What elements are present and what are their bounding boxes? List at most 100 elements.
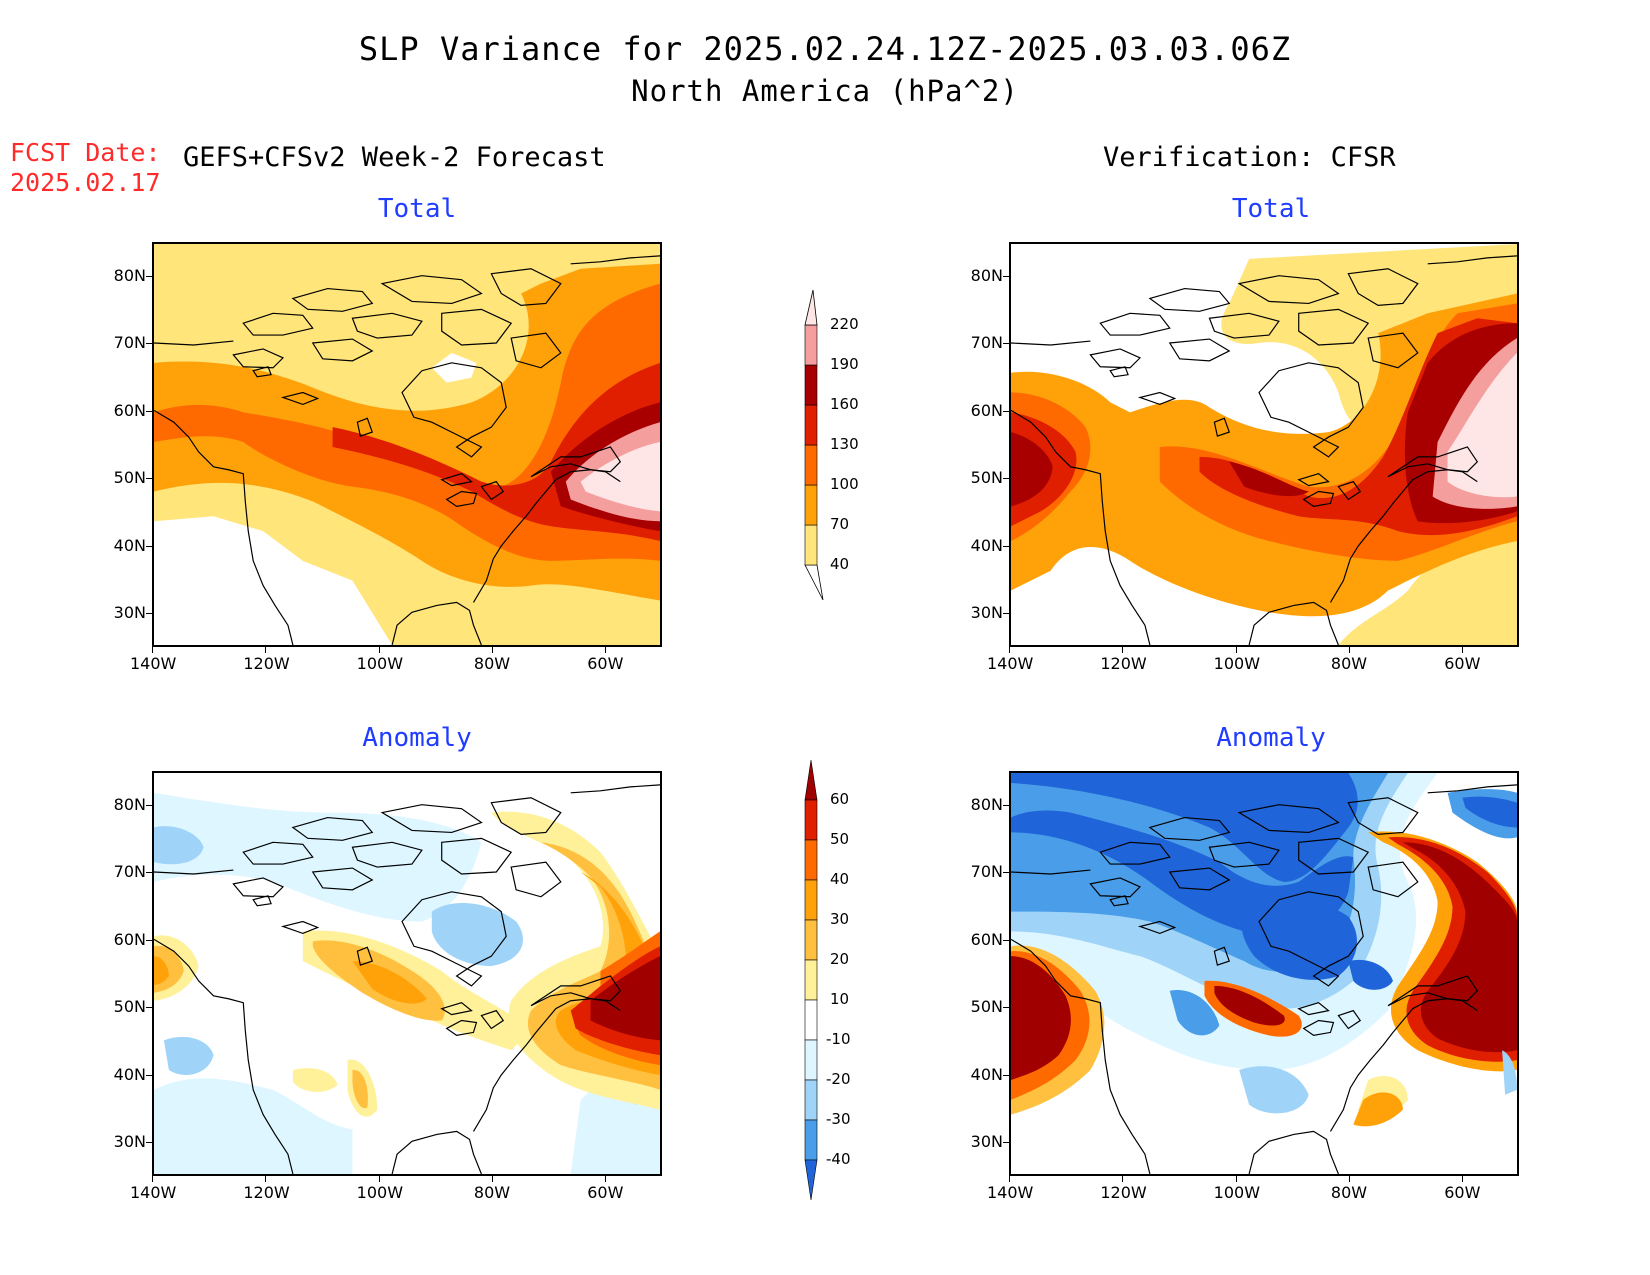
lat-tick-label: 30N [113,1132,146,1152]
lon-tick-mark [265,647,267,653]
lat-tick-mark [1003,872,1009,874]
colorbar-total-swatch [804,324,818,366]
lon-tick-mark [152,647,153,653]
colorbar-anom-swatch [804,1039,818,1081]
colorbar-anom-label: 10 [830,990,850,1008]
lon-tick-label: 100W [1213,1183,1261,1202]
colorbar-total-label: 100 [830,475,859,493]
lon-tick-label: 120W [243,654,290,673]
lat-tick-mark [1003,410,1009,412]
colorbar-anom-label: 30 [830,910,850,928]
lon-tick-label: 60W [587,654,624,673]
lon-tick-label: 100W [356,1183,404,1202]
lat-tick-label: 40N [970,535,1003,555]
lat-tick-label: 40N [970,1064,1003,1084]
map-total-verification [1009,242,1519,647]
lat-tick-mark [146,478,152,480]
lon-tick-mark [1349,1176,1350,1182]
main-subtitle: North America (hPa^2) [631,74,1019,108]
lat-tick-label: 70N [113,862,146,882]
lat-tick-label: 30N [113,603,146,623]
colorbar-anom-label: 40 [830,870,850,888]
colorbar-anom-label: 60 [830,790,850,808]
lat-tick-label: 30N [970,603,1003,623]
lat-tick-label: 30N [970,1132,1003,1152]
lon-tick-mark [492,647,493,653]
lat-tick-mark [1003,275,1009,277]
panel-title-total-right: Total [1231,194,1311,224]
fcst-date-label: FCST Date: [10,138,161,167]
colorbar-anom-label: -10 [826,1030,851,1048]
lon-tick-mark [152,1176,153,1182]
lat-tick-mark [146,1007,152,1009]
colorbar-total-swatch [804,364,818,406]
colorbar-anom-label: -20 [826,1070,851,1088]
fcst-date-value: 2025.02.17 [10,168,161,197]
lat-tick-label: 50N [113,997,146,1017]
lon-tick-label: 120W [1100,1183,1147,1202]
lat-tick-mark [146,1142,152,1144]
colorbar-anom-swatch [804,839,818,881]
colorbar-anom-swatch [804,919,818,961]
lon-tick-mark [1009,1176,1010,1182]
lat-tick-label: 50N [970,997,1003,1017]
colorbar-anom-label: -30 [826,1110,851,1128]
lon-tick-label: 60W [1444,654,1481,673]
right-column-title: Verification: CFSR [1103,142,1396,173]
lon-tick-mark [492,1176,493,1182]
lon-tick-mark [605,647,607,653]
colorbar-anom-label: 50 [830,830,850,848]
lon-tick-label: 140W [987,1183,1034,1202]
lon-tick-label: 100W [1213,654,1261,673]
colorbar-total-label: 220 [830,315,859,333]
lon-tick-label: 80W [473,1183,511,1202]
lat-tick-mark [146,613,152,615]
colorbar-anom-swatch [804,1119,818,1161]
colorbar-anom-swatch [804,959,818,1001]
lon-tick-mark [1235,647,1237,653]
map-anomaly-verification [1009,771,1519,1176]
lon-tick-mark [378,647,380,653]
panel-title-anom-right: Anomaly [1216,723,1326,753]
lat-tick-mark [1003,1007,1009,1009]
panel-title-anom-left: Anomaly [362,723,472,753]
colorbar-anom-head [804,759,818,801]
map-total-forecast [152,242,662,647]
lon-tick-mark [1462,1176,1464,1182]
colorbar-total [804,289,824,601]
lat-tick-label: 60N [113,929,146,949]
left-column-title: GEFS+CFSv2 Week-2 Forecast [183,142,606,173]
lon-tick-mark [1235,1176,1237,1182]
lat-tick-mark [1003,343,1009,345]
lon-tick-mark [1009,647,1010,653]
lat-tick-label: 70N [970,333,1003,353]
lat-tick-label: 40N [113,535,146,555]
lat-tick-mark [146,275,152,277]
lat-tick-label: 80N [970,265,1003,285]
lat-tick-label: 80N [970,794,1003,814]
lon-tick-label: 120W [243,1183,290,1202]
lon-tick-label: 100W [356,654,404,673]
panel-title-total-left: Total [377,194,457,224]
lat-tick-label: 60N [113,400,146,420]
colorbar-total-label: 160 [830,395,859,413]
lon-tick-label: 120W [1100,654,1147,673]
lat-tick-mark [146,545,152,547]
lat-tick-label: 40N [113,1064,146,1084]
lat-tick-mark [1003,1142,1009,1144]
lat-tick-mark [146,872,152,874]
lat-tick-label: 80N [113,265,146,285]
colorbar-total-swatch [804,484,818,526]
lat-tick-mark [146,410,152,412]
lat-tick-label: 50N [970,468,1003,488]
lat-tick-label: 60N [970,929,1003,949]
lon-tick-mark [265,1176,267,1182]
lat-tick-mark [1003,545,1009,547]
map-anomaly-forecast [152,771,662,1176]
colorbar-anom-tail [804,1159,818,1200]
lon-tick-label: 140W [130,654,177,673]
colorbar-anomaly [804,759,818,1200]
colorbar-total-tail [804,564,824,601]
colorbar-anom-swatch [804,1079,818,1121]
colorbar-total-swatch [804,404,818,446]
